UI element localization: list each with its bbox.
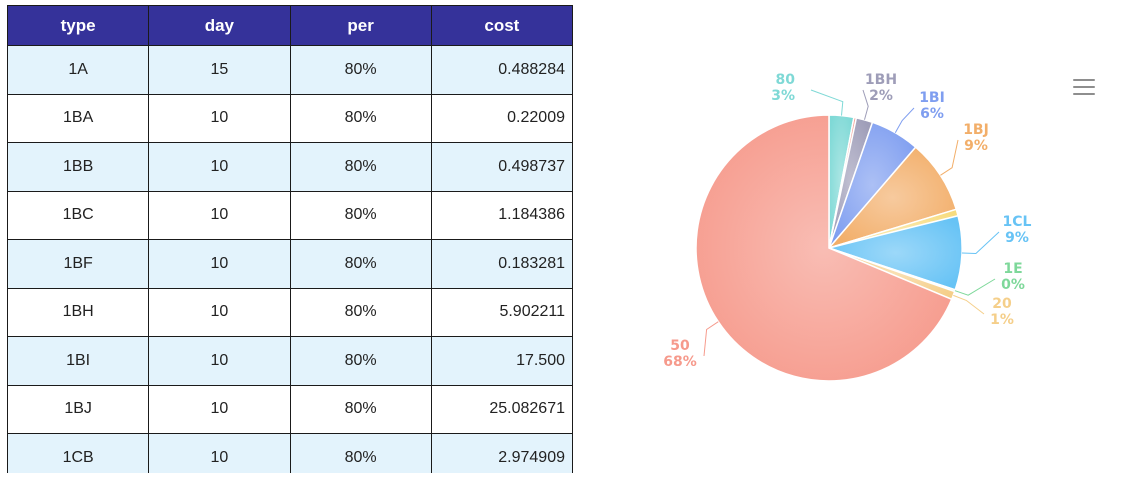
table-row: 1BC 10 80% 1.184386 <box>7 190 573 240</box>
pie-chart-panel: 80 3% 1BH 2% 1BI 6% 1BJ 9% 1CL 9% 1E 0% 20 1% 50 68% <box>600 0 1135 473</box>
pie-label-name-50: 50 <box>670 338 690 354</box>
cell-day: 10 <box>148 239 291 289</box>
table-row: 1BB 10 80% 0.498737 <box>7 142 573 192</box>
pie-leader-line-1bi <box>894 107 915 133</box>
cell-cost: 0.22009 <box>430 93 573 143</box>
cell-type: 1BI <box>7 336 150 386</box>
menu-bar-middle <box>1073 86 1095 88</box>
data-table-container: type day per cost 1A 15 80% 0.488284 1BA 10 80… <box>7 5 573 473</box>
cell-type: 1BB <box>7 142 150 192</box>
pie-label-name-1e: 1E <box>1003 261 1022 277</box>
hamburger-menu-icon[interactable] <box>1073 79 1095 97</box>
pie-label-name-80: 80 <box>776 72 796 88</box>
pie-label-percent-1bj: 9% <box>964 138 988 154</box>
cell-per: 80% <box>289 45 432 95</box>
cell-per: 80% <box>289 287 432 337</box>
cell-cost: 25.082671 <box>430 384 573 434</box>
pie-leader-line-20 <box>953 294 985 315</box>
cell-type: 1BJ <box>7 384 150 434</box>
cell-per: 80% <box>289 190 432 240</box>
cell-per: 80% <box>289 142 432 192</box>
cell-day: 15 <box>148 45 291 95</box>
cell-per: 80% <box>289 93 432 143</box>
cell-day: 10 <box>148 93 291 143</box>
cell-type: 1BF <box>7 239 150 289</box>
cell-cost: 0.183281 <box>430 239 573 289</box>
cell-day: 10 <box>148 287 291 337</box>
table-body: 1A 15 80% 0.488284 1BA 10 80% 0.22009 1BB 10 80% 0.… <box>7 45 573 473</box>
table-row: 1CB 10 80% 2.974909 <box>7 433 573 473</box>
data-table: type day per cost 1A 15 80% 0.488284 1BA 10 80… <box>7 5 573 473</box>
pie-label-percent-1bh: 2% <box>869 88 893 104</box>
pie-label-percent-20: 1% <box>990 312 1014 328</box>
menu-bar-top <box>1073 79 1095 81</box>
column-header-cost[interactable]: cost <box>430 5 573 46</box>
cell-per: 80% <box>289 433 432 473</box>
table-row: 1BI 10 80% 17.500 <box>7 336 573 386</box>
table-row: 1A 15 80% 0.488284 <box>7 45 573 95</box>
table-row: 1BA 10 80% 0.22009 <box>7 93 573 143</box>
cell-day: 10 <box>148 433 291 473</box>
cell-type: 1A <box>7 45 150 95</box>
pie-leader-line-1e <box>954 278 996 296</box>
pie-leader-line-80 <box>810 89 844 116</box>
pie-label-name-1bi: 1BI <box>919 90 945 106</box>
table-row: 1BJ 10 80% 25.082671 <box>7 384 573 434</box>
pie-leader-line-1cl <box>961 231 1000 255</box>
cell-per: 80% <box>289 239 432 289</box>
cell-cost: 0.498737 <box>430 142 573 192</box>
cell-type: 1BC <box>7 190 150 240</box>
cell-day: 10 <box>148 336 291 386</box>
cell-per: 80% <box>289 336 432 386</box>
pie-label-percent-1cl: 9% <box>1005 230 1029 246</box>
pie-leader-line-50 <box>703 321 719 357</box>
table-row: 1BF 10 80% 0.183281 <box>7 239 573 289</box>
cell-day: 10 <box>148 190 291 240</box>
column-header-per[interactable]: per <box>289 5 432 46</box>
column-header-type[interactable]: type <box>7 5 150 46</box>
cell-cost: 17.500 <box>430 336 573 386</box>
pie-leader-line-1bj <box>940 139 959 176</box>
pie-label-percent-50: 68% <box>663 354 697 370</box>
pie-label-percent-80: 3% <box>771 88 795 104</box>
pie-label-percent-1bi: 6% <box>920 106 944 122</box>
cell-cost: 1.184386 <box>430 190 573 240</box>
cell-day: 10 <box>148 384 291 434</box>
pie-label-name-1cl: 1CL <box>1003 214 1032 230</box>
cell-type: 1CB <box>7 433 150 473</box>
cell-cost: 5.902211 <box>430 287 573 337</box>
pie-slices <box>695 114 963 382</box>
pie-label-name-1bj: 1BJ <box>963 122 989 138</box>
cell-cost: 2.974909 <box>430 433 573 473</box>
cell-type: 1BH <box>7 287 150 337</box>
cell-type: 1BA <box>7 93 150 143</box>
pie-label-name-20: 20 <box>992 296 1012 312</box>
table-header-row: type day per cost <box>7 5 573 46</box>
cell-day: 10 <box>148 142 291 192</box>
column-header-day[interactable]: day <box>148 5 291 46</box>
cell-cost: 0.488284 <box>430 45 573 95</box>
menu-bar-bottom <box>1073 93 1095 95</box>
cell-per: 80% <box>289 384 432 434</box>
pie-label-percent-1e: 0% <box>1001 277 1025 293</box>
pie-label-name-1bh: 1BH <box>865 72 897 88</box>
table-row: 1BH 10 80% 5.902211 <box>7 287 573 337</box>
pie-leader-line-1bh <box>862 89 869 120</box>
